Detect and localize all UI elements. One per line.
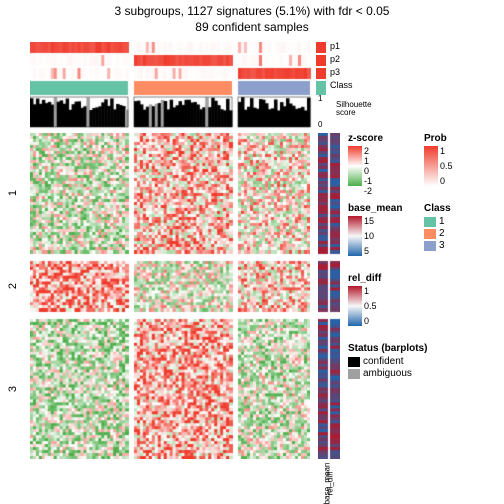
legend-reldiff-ticks: 10.50 bbox=[364, 286, 377, 326]
legend-status: Status (barplots) confidentambiguous bbox=[348, 343, 427, 380]
legend-status-items: confidentambiguous bbox=[348, 356, 427, 379]
anno-label-class: Class bbox=[330, 80, 353, 90]
top-annotations bbox=[30, 42, 312, 129]
legend-reldiff: rel_diff 10.50 bbox=[348, 273, 381, 326]
legend-prob-title: Prob bbox=[424, 133, 453, 144]
legend-basemean-title: base_mean bbox=[348, 203, 402, 214]
legend-class-items: 123 bbox=[424, 216, 451, 251]
legend-zscore: z-score 210-1-2 bbox=[348, 133, 383, 186]
legend-reldiff-title: rel_diff bbox=[348, 273, 381, 284]
row-group-label-2: 2 bbox=[7, 283, 19, 289]
legend-basemean: base_mean 15105 bbox=[348, 203, 402, 256]
legend-class: Class 123 bbox=[424, 203, 451, 252]
legend-zscore-ticks: 210-1-2 bbox=[364, 146, 372, 186]
gradient-zscore bbox=[348, 146, 362, 186]
legend-prob-ticks: 10.50 bbox=[440, 146, 453, 186]
gradient-basemean bbox=[348, 216, 362, 256]
row-group-label-3: 3 bbox=[7, 386, 19, 392]
anno-label-p3: p3 bbox=[330, 67, 340, 77]
side-annotations bbox=[318, 133, 340, 459]
row-group-label-1: 1 bbox=[7, 190, 19, 196]
anno-label-p1: p1 bbox=[330, 41, 340, 51]
legend-status-title: Status (barplots) bbox=[348, 343, 427, 354]
gradient-prob bbox=[424, 146, 438, 186]
legend-class-title: Class bbox=[424, 203, 451, 214]
legend-basemean-ticks: 15105 bbox=[364, 216, 374, 256]
legend-zscore-title: z-score bbox=[348, 133, 383, 144]
anno-label-silhouette: Silhouettescore bbox=[336, 101, 372, 117]
gradient-reldiff bbox=[348, 286, 362, 326]
anno-label-p2: p2 bbox=[330, 54, 340, 64]
chart-title: 3 subgroups, 1127 signatures (5.1%) with… bbox=[0, 4, 504, 18]
main-heatmap bbox=[30, 133, 310, 459]
side-col-label-reldiff: rel_diff bbox=[325, 472, 334, 496]
chart-subtitle: 89 confident samples bbox=[0, 20, 504, 34]
legend-prob: Prob 10.50 bbox=[424, 133, 453, 186]
